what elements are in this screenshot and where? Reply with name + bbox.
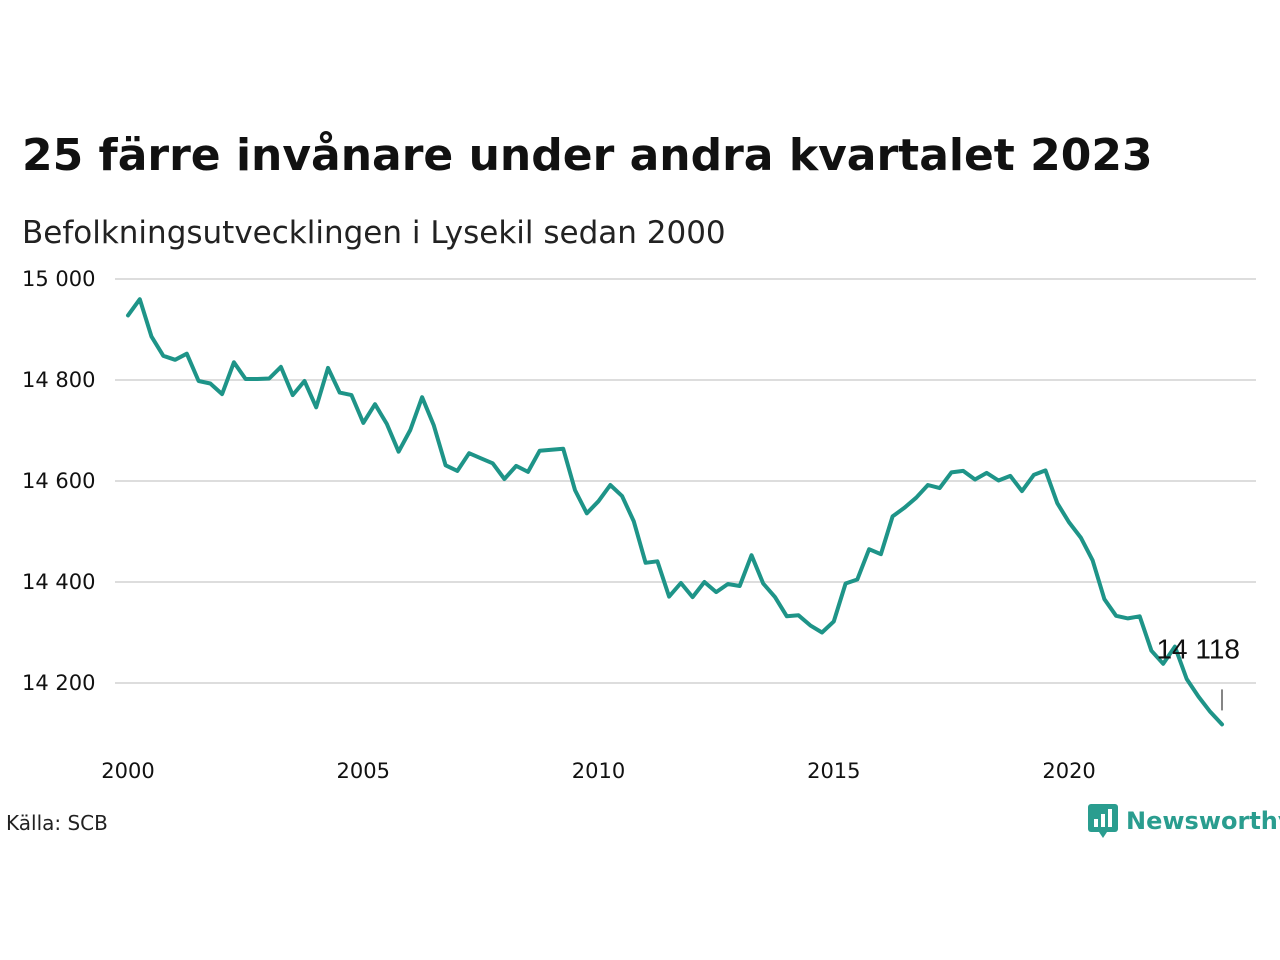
chart-title: 25 färre invånare under andra kvartalet … <box>22 130 1153 181</box>
y-tick-label: 14 400 <box>22 570 95 594</box>
chart-subtitle: Befolkningsutvecklingen i Lysekil sedan … <box>22 215 726 251</box>
population-line <box>126 297 1224 727</box>
y-axis-ticks: 14 200 14 400 14 600 14 800 15 000 <box>22 267 95 695</box>
y-tick-label: 14 600 <box>22 469 95 493</box>
y-tick-label: 15 000 <box>22 267 95 291</box>
gridlines <box>115 278 1256 684</box>
brand-name: Newsworthy <box>1126 807 1280 835</box>
last-value-label: 14 118 <box>1156 633 1240 664</box>
x-tick-label: 2005 <box>337 759 390 783</box>
x-tick-label: 2015 <box>807 759 860 783</box>
x-tick-label: 2010 <box>572 759 625 783</box>
x-tick-label: 2020 <box>1042 759 1095 783</box>
brand-logo[interactable]: Newsworthy <box>1088 804 1280 838</box>
y-tick-label: 14 200 <box>22 671 95 695</box>
y-tick-label: 14 800 <box>22 368 95 392</box>
newsworthy-logo-icon <box>1088 804 1118 838</box>
x-axis-ticks: 2000 2005 2010 2015 2020 <box>101 759 1096 783</box>
x-tick-label: 2000 <box>101 759 154 783</box>
source-note: Källa: SCB <box>6 811 108 835</box>
